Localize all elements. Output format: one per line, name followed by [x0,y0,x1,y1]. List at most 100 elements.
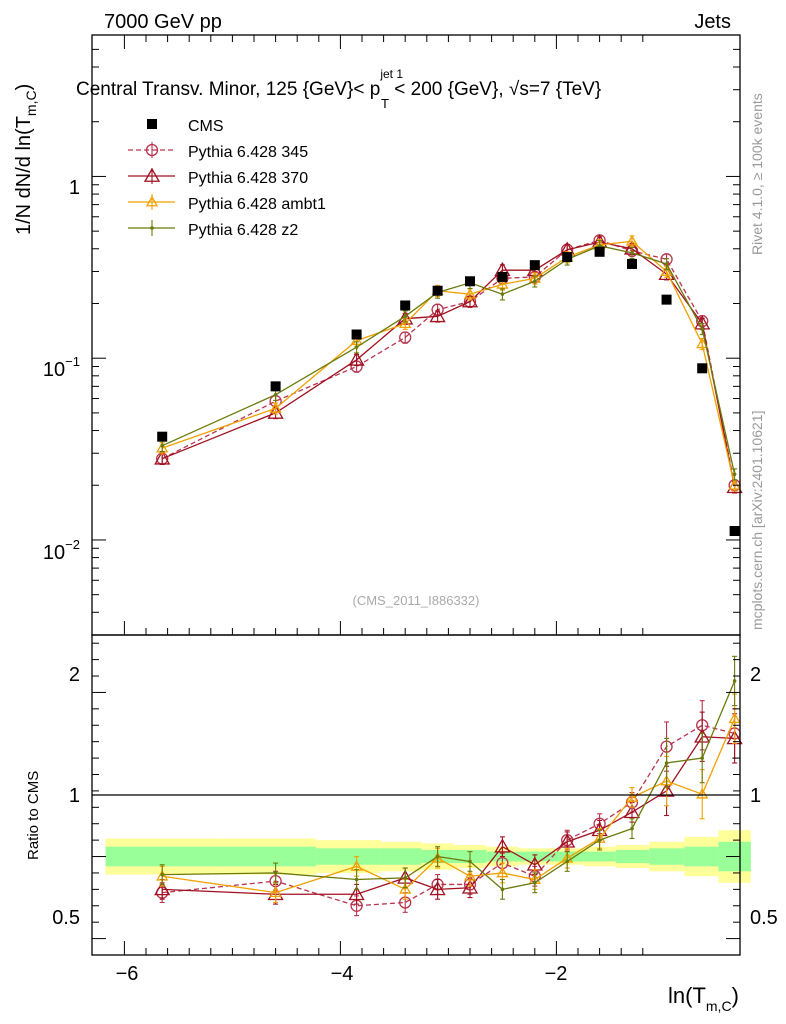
main-point-z2-2 [354,345,359,349]
main-point-z2-12 [700,327,704,331]
ratio-point-p370-10 [623,803,641,819]
main-point-z2-11 [664,262,669,266]
main-line-p345 [161,239,736,486]
main-point-z2-13 [732,472,737,477]
ratio-uncertainty-bands [105,830,751,883]
ratio-point-ambt1-5 [463,869,477,881]
y-tick-label-main-2: 1 [69,177,80,199]
ratio-point-ambt1-3 [399,883,412,894]
ratio-line-p345 [162,724,735,907]
band-inner-1 [218,846,317,867]
rivet-label: Rivet 4.1.0, ≥ 100k events [749,93,765,255]
main-point-ambt1-11 [660,265,673,276]
y-tick-label-ratio-0: 0.5 [52,907,80,929]
y-tick-label-ratio-2: 2 [69,664,80,686]
header-left: 7000 GeV pp [104,11,222,33]
ratio-point-z2-11 [664,761,669,765]
main-point-cms-9 [594,246,605,257]
y-tick-label-main-0: 10−2 [43,537,80,564]
y-tick-label-ratio-right-2: 2 [750,664,761,686]
ratio-point-z2-1 [273,871,278,875]
ratio-point-p370-0 [154,881,171,896]
band-inner-9 [583,851,616,862]
x-axis-label: ln(Tm,C) [668,983,739,1014]
main-point-cms-2 [351,329,362,340]
main-point-cms-10 [627,258,637,269]
main-point-cms-6 [497,271,508,282]
plot-title: Central Transv. Minor, 125 {GeV}< pjet 1… [76,67,601,111]
main-point-z2-7 [533,279,537,284]
ratio-point-p370-8 [559,833,576,848]
main-point-p370-5 [461,293,479,308]
main-point-p370-4 [429,308,446,323]
main-point-p345-3 [399,331,412,344]
main-line-p370 [161,241,736,488]
main-point-p370-2 [348,351,365,366]
ratio-point-z2-8 [565,859,569,864]
legend-label-cms: CMS [188,118,224,135]
ratio-line-ambt1 [162,718,736,894]
ratio-point-z2-5 [468,859,472,864]
main-point-cms-8 [562,252,573,263]
main-point-cms-4 [432,285,443,296]
ratio-point-z2-3 [403,876,408,880]
ratio-point-ambt1-12 [696,787,709,799]
band-inner-0 [105,846,219,867]
ratio-point-ambt1-10 [625,791,639,802]
legend-label-z2: Pythia 6.428 z2 [188,222,298,239]
y-tick-label-main-1: 10−1 [43,354,80,381]
legend-marker-z2 [150,226,154,230]
ratio-point-z2-2 [354,877,359,882]
x-tick-label-1: −4 [331,963,354,985]
ratio-point-z2-7 [533,880,537,885]
legend-label-345: Pythia 6.428 345 [188,144,308,161]
legend-label-ambt1: Pythia 6.428 ambt1 [188,196,326,213]
main-point-ambt1-10 [625,234,639,246]
y-axis-label-ratio: Ratio to CMS [25,771,42,860]
ratio-series-layer [154,655,743,917]
ratio-point-z2-13 [732,679,737,683]
main-point-z2-6 [500,292,505,296]
main-point-cms-7 [529,260,540,271]
main-point-z2-9 [597,244,602,248]
y-axis-label-main: 1/N dN/d ln(Tm,C) [13,84,39,235]
band-inner-11 [649,848,685,865]
ratio-line-z2 [162,680,736,891]
main-point-cms-11 [661,294,672,305]
main-point-z2-3 [403,314,408,319]
main-point-cms-0 [157,431,168,442]
ratio-point-z2-0 [160,872,164,877]
main-point-ambt1-12 [696,337,709,349]
main-point-cms-5 [465,276,475,287]
main-point-cms-13 [729,526,740,537]
main-point-ambt1-13 [728,478,741,490]
main-point-ambt1-6 [496,277,509,289]
legend-label-370: Pythia 6.428 370 [188,170,308,187]
main-point-z2-0 [160,443,164,448]
legend-marker-p345 [145,143,159,157]
legend-marker-p370 [143,167,161,182]
x-tick-label-2: −2 [545,963,568,985]
ratio-point-p370-2 [348,885,365,901]
main-point-ambt1-5 [463,287,477,299]
ratio-point-z2-9 [597,838,602,842]
ratio-point-ambt1-13 [728,712,741,724]
y-tick-label-ratio-right-0: 0.5 [750,907,778,929]
y-tick-label-ratio-right-1: 1 [750,785,761,807]
legend: CMS Pythia 6.428 345 Pythia 6.428 370 Py… [128,118,326,239]
main-point-cms-3 [400,300,411,311]
main-point-ambt1-3 [399,317,412,329]
ratio-point-p370-4 [429,881,446,896]
main-line-z2 [161,245,736,475]
main-point-cms-1 [270,381,281,392]
main-point-cms-12 [697,363,708,374]
mcplots-label: mcplots.cern.ch [arXiv:2401.10621] [749,411,765,630]
main-series-layer [154,233,743,537]
ratio-point-z2-4 [435,854,440,859]
main-point-ambt1-1 [269,402,282,413]
main-point-z2-1 [273,392,278,397]
band-inner-2 [316,848,381,865]
y-tick-label-ratio-1: 1 [69,785,80,807]
ratio-point-z2-6 [500,887,505,892]
